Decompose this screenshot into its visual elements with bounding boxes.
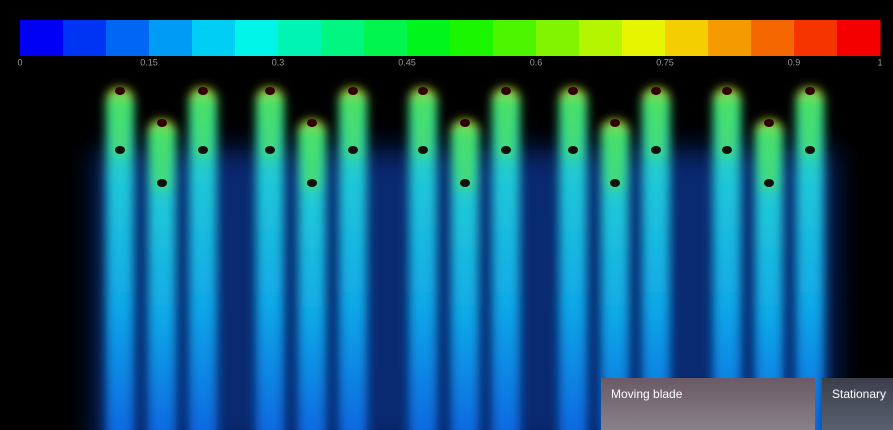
hole — [764, 119, 774, 127]
colorbar-tick-label: 0.3 — [272, 57, 285, 67]
colorbar-segment — [708, 20, 752, 56]
colorbar-tick-label: 0.6 — [530, 57, 543, 67]
colorbar-segment — [235, 20, 279, 56]
hole — [568, 146, 578, 154]
colorbar-tick-label: 0.9 — [788, 57, 801, 67]
inset-label: Moving blade — [611, 387, 682, 401]
hole — [610, 179, 620, 187]
colorbar-tick-label: 1 — [877, 57, 882, 67]
hole — [348, 146, 358, 154]
hole — [307, 119, 317, 127]
colorbar-segment — [192, 20, 236, 56]
colorbar-segment — [794, 20, 838, 56]
hole — [568, 87, 578, 95]
screen: 0 0.15 0.3 0.45 0.6 0.75 0.9 1 Moving blade Sta… — [0, 0, 893, 430]
colorbar-tick-label: 0.75 — [656, 57, 674, 67]
hole — [115, 87, 125, 95]
hole — [157, 179, 167, 187]
colorbar-segment — [63, 20, 107, 56]
colorbar-tick-label: 0.15 — [140, 57, 158, 67]
colorbar-segment — [493, 20, 537, 56]
hole — [722, 87, 732, 95]
hole — [501, 146, 511, 154]
colorbar: 0 0.15 0.3 0.45 0.6 0.75 0.9 1 — [17, 20, 882, 67]
inset-panel: Stationary — [822, 378, 893, 430]
colorbar-segment — [579, 20, 623, 56]
colorbar-segment — [837, 20, 881, 56]
colorbar-segment — [665, 20, 709, 56]
colorbar-segment — [20, 20, 64, 56]
colorbar-tick-label: 0 — [17, 57, 22, 67]
hole — [348, 87, 358, 95]
hole — [805, 146, 815, 154]
hole — [198, 87, 208, 95]
colorbar-segment — [450, 20, 494, 56]
hole — [307, 179, 317, 187]
colorbar-segment — [536, 20, 580, 56]
hole — [265, 146, 275, 154]
inset-panel: Moving blade — [601, 378, 815, 430]
colorbar-segment — [407, 20, 451, 56]
hole — [460, 119, 470, 127]
hole — [805, 87, 815, 95]
hole — [418, 146, 428, 154]
colorbar-segment — [751, 20, 795, 56]
hole — [418, 87, 428, 95]
hole — [501, 87, 511, 95]
hole — [115, 146, 125, 154]
colorbar-tick-label: 0.45 — [398, 57, 416, 67]
hole — [610, 119, 620, 127]
colorbar-segment — [278, 20, 322, 56]
colorbar-segment — [622, 20, 666, 56]
hole — [157, 119, 167, 127]
hole — [651, 146, 661, 154]
hole — [764, 179, 774, 187]
colorbar-segment — [149, 20, 193, 56]
hole — [722, 146, 732, 154]
hole — [651, 87, 661, 95]
colorbar-segment — [106, 20, 150, 56]
contour-image: 0 0.15 0.3 0.45 0.6 0.75 0.9 1 — [0, 0, 893, 430]
hole — [265, 87, 275, 95]
inset-label: Stationary — [832, 387, 886, 401]
hole — [198, 146, 208, 154]
colorbar-segment — [321, 20, 365, 56]
colorbar-segment — [364, 20, 408, 56]
hole — [460, 179, 470, 187]
